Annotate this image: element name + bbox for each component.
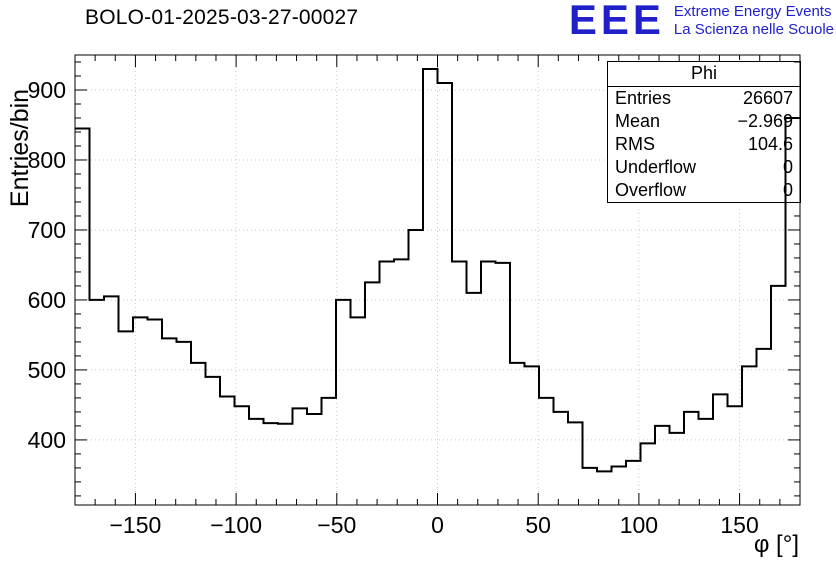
svg-text:600: 600 — [28, 287, 66, 313]
stats-label: Entries — [615, 88, 672, 108]
stats-value: 0 — [782, 157, 793, 177]
stats-value: 26607 — [742, 88, 793, 108]
stats-label: RMS — [615, 134, 655, 154]
eee-logo: EEE Extreme Energy Events La Scienza nel… — [568, 0, 834, 43]
svg-text:−100: −100 — [210, 512, 262, 538]
stats-row-mean: Mean −2.969 — [608, 110, 800, 133]
svg-text:700: 700 — [28, 217, 66, 243]
eee-logo-line2: La Scienza nelle Scuole — [673, 21, 834, 38]
stats-row-rms: RMS 104.6 — [608, 133, 800, 156]
stats-title: Phi — [608, 62, 800, 87]
stats-label: Mean — [615, 111, 661, 131]
svg-text:−150: −150 — [110, 512, 162, 538]
eee-logo-line1: Extreme Energy Events — [673, 3, 832, 20]
svg-text:900: 900 — [28, 77, 66, 103]
svg-text:0: 0 — [431, 512, 444, 538]
svg-text:−50: −50 — [317, 512, 356, 538]
stats-row-overflow: Overflow 0 — [608, 179, 800, 202]
eee-logo-text: Extreme Energy Events La Scienza nelle S… — [674, 0, 834, 39]
stats-row-entries: Entries 26607 — [608, 87, 800, 110]
svg-text:500: 500 — [28, 357, 66, 383]
stats-row-underflow: Underflow 0 — [608, 156, 800, 179]
x-axis-label: φ [°] — [754, 531, 799, 558]
stats-value: 0 — [782, 180, 793, 200]
eee-logo-letters: EEE — [568, 0, 665, 43]
stats-label: Underflow — [615, 157, 697, 177]
stats-value: 104.6 — [747, 134, 793, 154]
svg-text:150: 150 — [720, 512, 758, 538]
svg-text:100: 100 — [620, 512, 658, 538]
stats-value: −2.969 — [737, 111, 793, 131]
svg-text:50: 50 — [525, 512, 551, 538]
stats-box: Phi Entries 26607 Mean −2.969 RMS 104.6 … — [607, 61, 801, 203]
svg-text:400: 400 — [28, 427, 66, 453]
plot-title: BOLO-01-2025-03-27-00027 — [85, 6, 359, 29]
svg-text:800: 800 — [28, 147, 66, 173]
y-axis-label: Entries/bin — [6, 89, 34, 207]
stats-label: Overflow — [615, 180, 687, 200]
